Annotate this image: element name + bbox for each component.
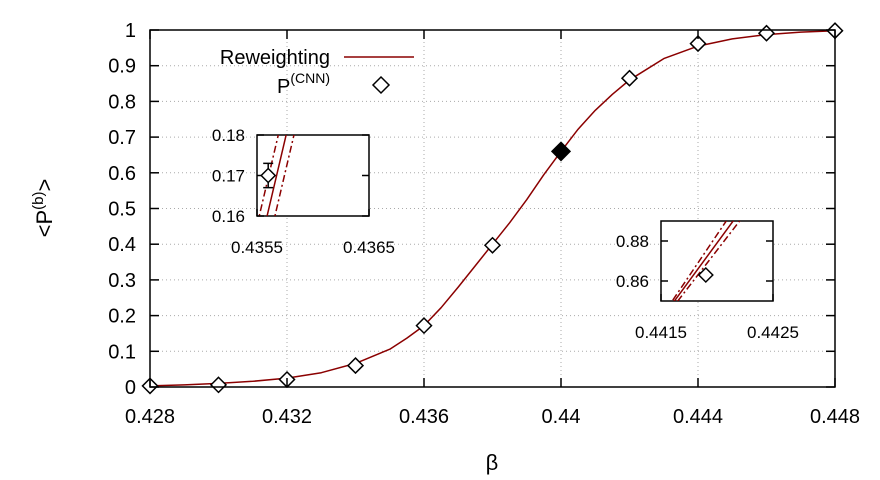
y-axis-title: <P(b)>	[30, 179, 57, 238]
inset-data-point	[260, 167, 277, 184]
legend-label-cnn-base: P	[277, 76, 290, 98]
y-tick-label: 0	[125, 377, 136, 399]
inset-curve-solid	[266, 135, 287, 216]
x-tick-label: 0.428	[125, 406, 175, 428]
y-tick-label: 0.9	[108, 56, 136, 78]
inset-right: 0.86 0.88 0.4415 0.4425	[616, 220, 799, 342]
inset-y-tick-label: 0.86	[616, 272, 649, 291]
inset-curve-dashdot	[274, 135, 295, 216]
inset-x-tick-label: 0.4365	[343, 238, 395, 257]
y-tick-label: 0.5	[108, 199, 136, 221]
grid	[150, 30, 835, 387]
data-point	[483, 236, 502, 254]
inset-x-tick-label: 0.4415	[635, 323, 687, 342]
x-tick-label: 0.448	[810, 406, 860, 428]
y-tick-label: 0.3	[108, 270, 136, 292]
inset-curves	[671, 221, 741, 301]
y-axis-title-sup: (b)	[30, 191, 47, 209]
marker-layer	[141, 22, 844, 395]
x-axis-ticks: 0.428 0.432 0.436 0.44 0.444 0.448	[125, 30, 860, 428]
y-tick-label: 0.7	[108, 127, 136, 149]
main-curve-layer	[149, 29, 836, 387]
inset-data-point	[697, 266, 714, 284]
y-axis-title-gt: >	[32, 179, 57, 192]
data-point-filled	[550, 141, 572, 162]
legend-label-reweighting: Reweighting	[220, 47, 330, 69]
y-tick-label: 0.6	[108, 163, 136, 185]
x-axis-title: β	[486, 450, 499, 475]
inset-x-tick-label: 0.4355	[231, 238, 283, 257]
inset-x-tick-label: 0.4425	[747, 323, 799, 342]
inset-curve-solid	[673, 221, 735, 301]
legend-label-cnn-sup: (CNN)	[290, 70, 330, 86]
data-point	[620, 69, 639, 87]
series-reweighting-curve	[149, 29, 836, 387]
data-point	[757, 24, 776, 42]
x-tick-label: 0.444	[673, 406, 723, 428]
x-tick-label: 0.436	[399, 406, 449, 428]
legend-label-cnn: P(CNN)	[277, 70, 330, 98]
data-point	[689, 35, 707, 53]
inset-y-tick-label: 0.17	[212, 167, 245, 186]
data-point	[346, 357, 365, 375]
inset-left: 0.16 0.17 0.18 0.4355 0.4365	[212, 126, 395, 257]
inset-frame	[660, 220, 774, 302]
inset-curve-dashdot	[676, 221, 741, 301]
inset-curve-dashdot	[671, 221, 728, 301]
y-tick-label: 0.8	[108, 91, 136, 113]
x-tick-label: 0.432	[262, 406, 312, 428]
y-tick-label: 1	[125, 20, 136, 42]
plot-frame	[149, 29, 836, 388]
y-axis-ticks: 0 0.1 0.2 0.3 0.4 0.5 0.6 0.7 0.8 0.9 1	[108, 20, 835, 399]
data-point	[209, 376, 228, 394]
x-tick-label: 0.44	[542, 406, 581, 428]
data-point	[415, 317, 433, 335]
legend-swatch-cnn	[371, 75, 391, 95]
y-tick-label: 0.1	[108, 341, 136, 363]
inset-y-tick-label: 0.88	[616, 232, 649, 251]
legend: Reweighting P(CNN)	[220, 47, 414, 98]
inset-y-tick-label: 0.18	[212, 126, 245, 145]
y-tick-label: 0.4	[108, 234, 136, 256]
y-tick-label: 0.2	[108, 306, 136, 328]
inset-y-tick-label: 0.16	[212, 207, 245, 226]
y-axis-title-lt: <P	[32, 210, 57, 238]
